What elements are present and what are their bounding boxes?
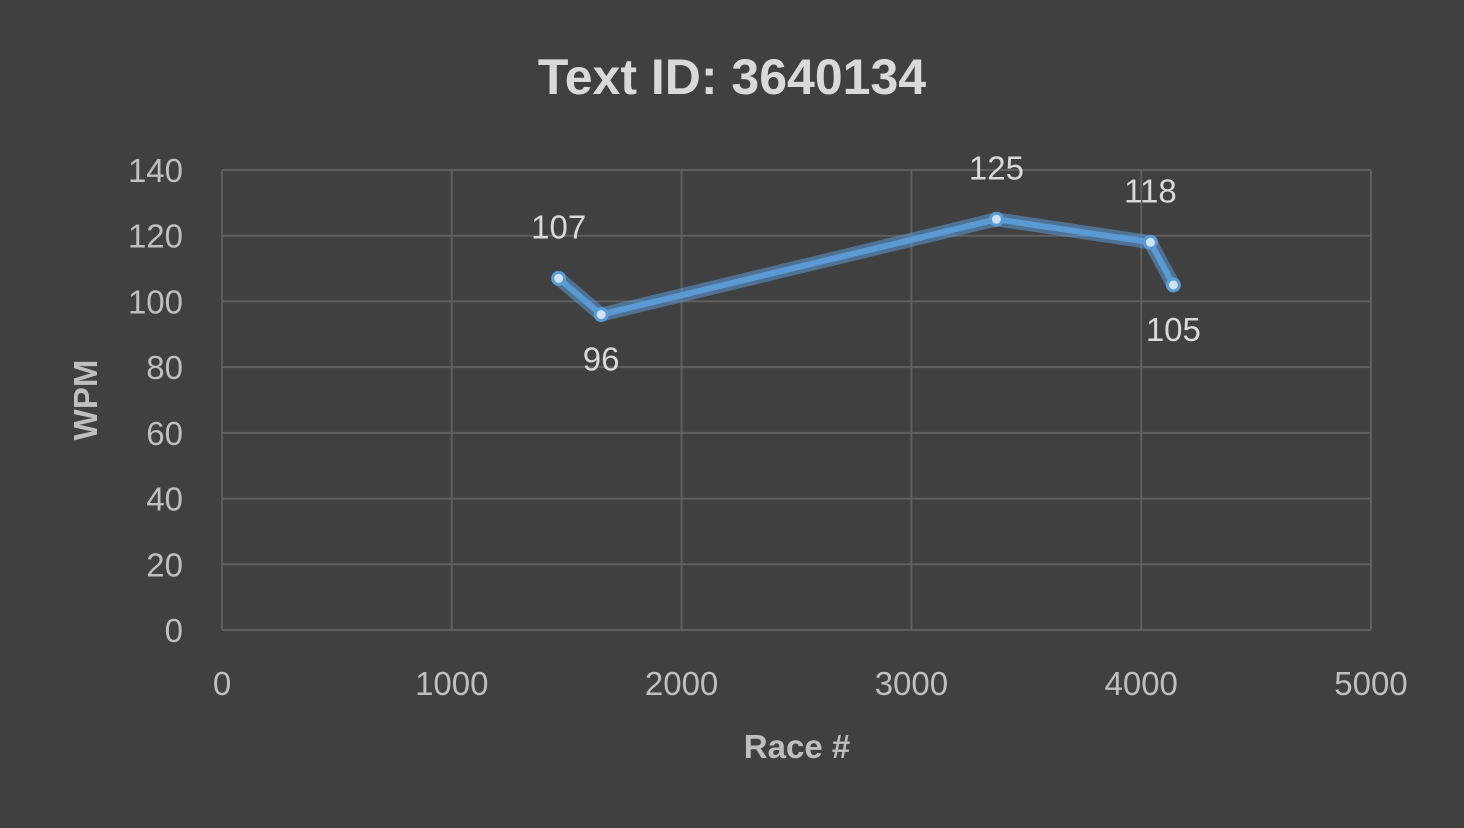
y-tick-label: 0 [165,612,183,649]
y-tick-label: 40 [146,481,183,518]
x-tick-label: 4000 [1104,665,1177,702]
y-tick-label: 120 [128,218,183,255]
data-point [988,211,1004,227]
series-line [555,216,1177,318]
data-label: 96 [583,341,620,378]
data-point [593,307,609,323]
x-tick-label: 0 [213,665,231,702]
data-label: 118 [1124,172,1177,209]
x-tick-label: 3000 [875,665,948,702]
y-tick-label: 140 [128,152,183,189]
gridlines [221,169,1372,631]
data-point [1165,277,1181,293]
y-tick-label: 80 [146,349,183,386]
data-label: 105 [1146,311,1201,348]
data-label: 107 [531,208,586,245]
x-tick-label: 5000 [1334,665,1407,702]
chart-title: Text ID: 3640134 [538,49,926,105]
x-tick-label: 1000 [415,665,488,702]
y-axis-title: WPM [67,360,104,441]
x-tick-label: 2000 [645,665,718,702]
x-axis-title: Race # [744,728,850,765]
data-point [551,270,567,286]
y-tick-label: 100 [128,283,183,320]
tick-labels: 0 20 40 60 80 100 120 140 0 1000 2000 3000 4000 5000 [128,152,1408,702]
y-tick-label: 60 [146,415,183,452]
y-tick-label: 20 [146,546,183,583]
data-labels: 107 96 125 118 105 [531,149,1201,377]
series-layer [551,211,1181,323]
data-label: 125 [969,149,1024,186]
data-point [1142,234,1158,250]
